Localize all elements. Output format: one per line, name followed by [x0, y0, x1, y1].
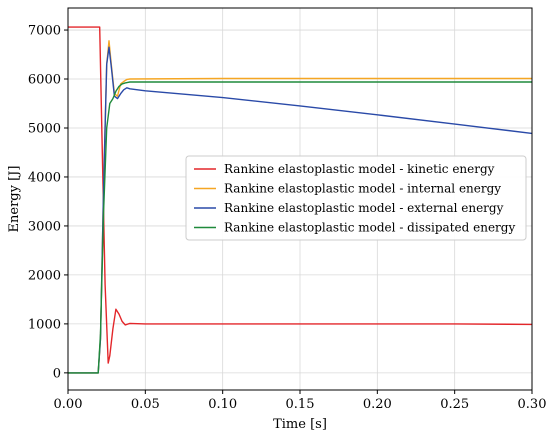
y-axis-label: Energy [J]	[7, 166, 22, 233]
x-tick-label: 0.10	[208, 397, 237, 412]
legend-box	[185, 155, 527, 241]
y-tick-label: 6000	[28, 73, 61, 88]
axis-ticks: 0.00 0.05 0.10 0.15 0.20 0.25 0.30 0 1000 2000 300…	[28, 24, 547, 412]
y-tick-label: 3000	[28, 219, 61, 234]
x-axis-label: Time [s]	[273, 417, 327, 432]
series-lines	[68, 26, 533, 374]
legend-label: Rankine elastoplastic model - kinetic en…	[224, 162, 495, 176]
x-tick-label: 0.20	[363, 397, 392, 412]
legend-label: Rankine elastoplastic model - external e…	[224, 201, 504, 215]
y-tick-label: 2000	[28, 268, 61, 283]
x-tick-label: 0.05	[131, 397, 160, 412]
y-tick-label: 4000	[28, 170, 61, 185]
y-tick-label: 5000	[28, 121, 61, 136]
y-tick-label: 0	[53, 366, 61, 381]
legend-label: Rankine elastoplastic model - internal e…	[224, 182, 501, 196]
legend: Rankine elastoplastic model - kinetic en…	[185, 155, 527, 241]
legend-label: Rankine elastoplastic model - dissipated…	[224, 221, 515, 235]
x-tick-label: 0.30	[518, 397, 547, 412]
series-line-3	[68, 81, 532, 374]
y-tick-label: 7000	[28, 24, 61, 39]
series-line-0	[68, 26, 533, 364]
y-tick-label: 1000	[28, 317, 61, 332]
x-tick-label: 0.15	[286, 397, 315, 412]
series-line-2	[68, 46, 533, 374]
x-tick-label: 0.25	[440, 397, 469, 412]
x-tick-label: 0.00	[54, 397, 83, 412]
